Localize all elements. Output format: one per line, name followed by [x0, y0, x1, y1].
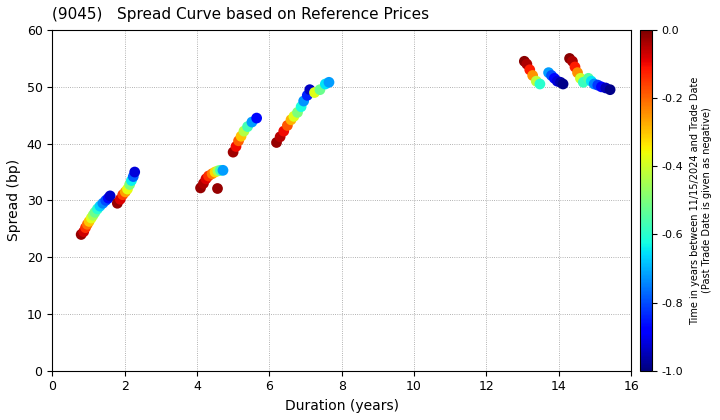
Point — [207, 171, 218, 177]
Point — [217, 167, 229, 174]
Point — [557, 81, 569, 87]
Point — [235, 133, 247, 139]
Point — [524, 66, 536, 73]
Point — [309, 89, 320, 96]
Point — [585, 78, 597, 84]
Point — [582, 75, 594, 81]
Point — [546, 72, 557, 79]
Point — [112, 200, 123, 207]
Point — [527, 72, 539, 79]
Point — [521, 61, 533, 68]
Point — [552, 78, 563, 84]
Point — [251, 115, 262, 121]
Point — [570, 63, 581, 70]
Point — [78, 228, 89, 235]
Point — [100, 197, 112, 204]
Point — [76, 231, 87, 238]
Point — [129, 169, 140, 176]
Point — [304, 87, 315, 93]
Point — [531, 78, 542, 84]
Point — [295, 103, 307, 110]
Point — [278, 128, 289, 134]
Point — [195, 184, 207, 191]
Point — [555, 79, 567, 86]
Point — [323, 79, 335, 86]
Point — [575, 75, 586, 81]
Y-axis label: Spread (bp): Spread (bp) — [7, 159, 21, 242]
Point — [564, 55, 575, 62]
Point — [588, 81, 600, 87]
Text: (9045)   Spread Curve based on Reference Prices: (9045) Spread Curve based on Reference P… — [53, 7, 429, 22]
Point — [102, 195, 114, 202]
Point — [242, 123, 253, 130]
Point — [89, 209, 101, 216]
Point — [215, 167, 226, 174]
Point — [246, 119, 258, 126]
Point — [534, 81, 546, 87]
Point — [122, 186, 133, 192]
Point — [314, 87, 325, 93]
Point — [81, 221, 93, 228]
Point — [126, 177, 138, 184]
Point — [91, 205, 103, 212]
Point — [274, 134, 286, 140]
Point — [298, 98, 310, 105]
Point — [198, 180, 210, 187]
Point — [124, 181, 135, 188]
Point — [285, 116, 297, 123]
Point — [288, 113, 300, 120]
Point — [595, 84, 607, 90]
Point — [94, 203, 106, 210]
Point — [600, 84, 611, 91]
Point — [80, 224, 91, 231]
Point — [203, 173, 215, 179]
Point — [320, 81, 331, 87]
Point — [86, 215, 97, 221]
Point — [87, 212, 99, 218]
Point — [543, 69, 554, 76]
Point — [518, 58, 530, 65]
Point — [104, 192, 116, 199]
Point — [572, 69, 583, 76]
Y-axis label: Time in years between 11/15/2024 and Trade Date
(Past Trade Date is given as neg: Time in years between 11/15/2024 and Tra… — [690, 76, 711, 325]
Point — [228, 149, 239, 155]
Point — [97, 200, 109, 207]
Point — [212, 168, 224, 174]
Point — [567, 58, 578, 65]
Point — [114, 196, 126, 202]
Point — [604, 87, 616, 93]
Point — [302, 92, 313, 99]
Point — [282, 122, 293, 129]
Point — [127, 173, 139, 180]
Point — [117, 192, 129, 198]
Point — [200, 176, 212, 182]
Point — [120, 189, 131, 195]
Point — [238, 128, 250, 134]
Point — [211, 184, 222, 191]
Point — [592, 82, 603, 89]
Point — [549, 75, 560, 81]
Point — [292, 109, 303, 116]
Point — [271, 139, 282, 146]
Point — [577, 79, 589, 86]
Point — [210, 169, 221, 176]
Point — [230, 143, 242, 150]
X-axis label: Duration (years): Duration (years) — [284, 399, 399, 413]
Point — [84, 218, 95, 225]
Point — [233, 137, 244, 144]
